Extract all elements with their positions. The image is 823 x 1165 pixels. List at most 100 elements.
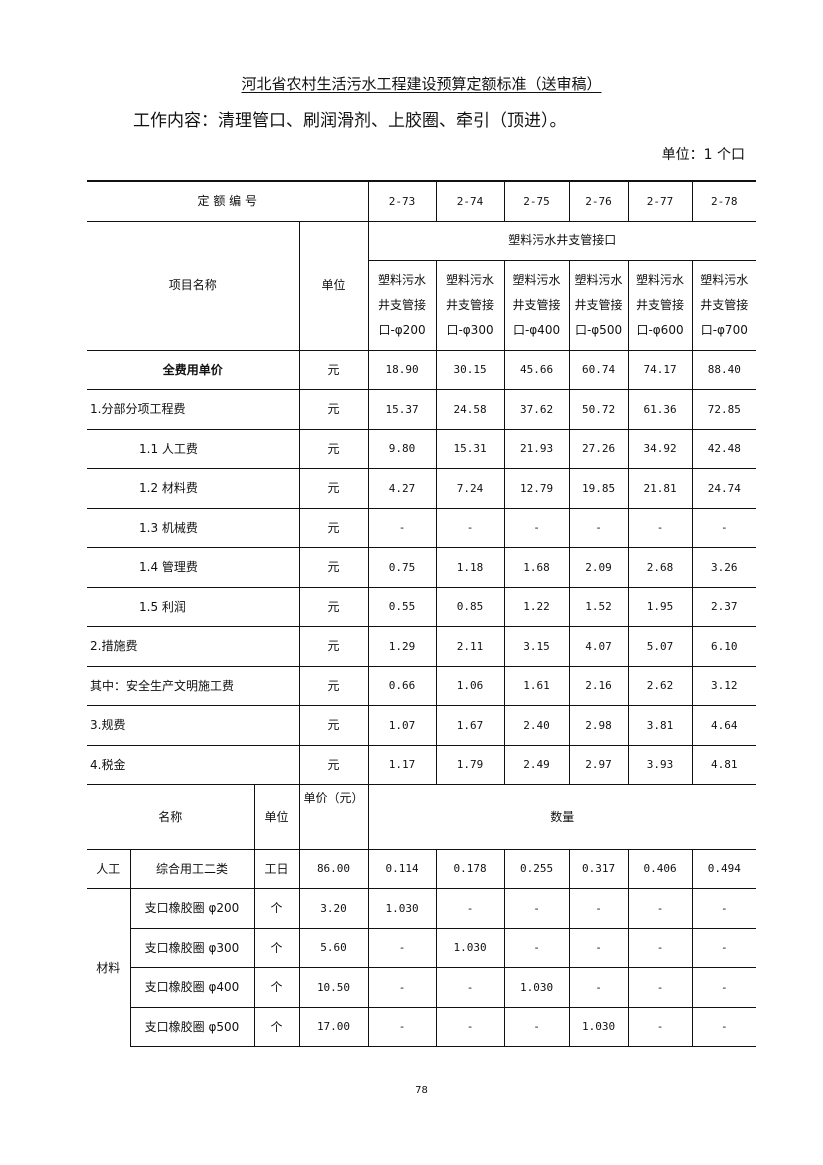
material-name: 支口橡胶圈 φ300 (129, 927, 255, 968)
labor-quantity: 0.255 (503, 849, 570, 889)
cost-item-name: 1.4 管理费 (87, 547, 300, 588)
cost-value: 50.72 (568, 389, 629, 430)
cost-value: 88.40 (691, 349, 757, 390)
cost-value: 3.15 (503, 626, 570, 667)
cost-value: 12.79 (503, 468, 570, 509)
cost-value: 2.49 (503, 744, 570, 785)
sub-item-line: 井支管接 (446, 297, 495, 312)
material-unit: 个 (253, 967, 300, 1008)
quota-code: 2-77 (627, 180, 693, 222)
cost-value: 19.85 (568, 468, 629, 509)
sub-item-header: 塑料污水 井支管接 口-φ200 (367, 259, 437, 351)
table-row: 人工 综合用工二类 工日 86.00 0.114 0.178 0.255 0.317 0.406… (87, 849, 757, 889)
cost-item-name: 全费用单价 (87, 349, 300, 390)
sub-item-line: 塑料污水 (574, 272, 623, 287)
material-quantity: - (627, 967, 693, 1008)
sub-item-header: 塑料污水 井支管接 口-φ300 (435, 259, 505, 351)
cost-item-name: 1.2 材料费 (87, 468, 300, 509)
labor-category: 人工 (87, 849, 131, 889)
sub-item-line: 井支管接 (378, 297, 427, 312)
labor-name: 综合用工二类 (129, 849, 255, 889)
table-row: 3.规费元 1.07 1.67 2.40 2.98 3.81 4.64 (87, 705, 757, 746)
quota-code: 2-75 (503, 180, 570, 222)
cost-item-name: 1.5 利润 (87, 586, 300, 627)
quota-code: 2-76 (568, 180, 629, 222)
cost-unit: 元 (298, 586, 369, 627)
table-row: 塑料污水 井支管接 口-φ200 塑料污水 井支管接 口-φ300 塑料污水 井支管接 口-φ4… (87, 259, 757, 351)
cost-value: 27.26 (568, 428, 629, 469)
cost-value: 72.85 (691, 389, 757, 430)
material-quantity: - (627, 888, 693, 929)
table-row: 1.3 机械费元 - - - - - - (87, 507, 757, 548)
cost-value: - (435, 507, 505, 548)
cost-value: 0.66 (367, 665, 437, 706)
cost-value: 9.80 (367, 428, 437, 469)
table-row: 1.4 管理费元 0.75 1.18 1.68 2.09 2.68 3.26 (87, 547, 757, 588)
material-quantity: - (367, 967, 437, 1008)
group-header: 塑料污水井支管接口 (367, 220, 757, 261)
quantity-header: 数量 (367, 784, 757, 850)
material-quantity: 1.030 (568, 1006, 629, 1047)
cost-item-name: 1.分部分项工程费 (87, 389, 300, 430)
sub-item-header: 塑料污水 井支管接 口-φ400 (503, 259, 570, 351)
sub-item-line: 塑料污水 (700, 272, 749, 287)
material-quantity: - (568, 927, 629, 968)
material-quantity: - (568, 888, 629, 929)
material-name: 支口橡胶圈 φ500 (129, 1006, 255, 1047)
cost-value: 7.24 (435, 468, 505, 509)
cost-value: 3.26 (691, 547, 757, 588)
cost-value: 15.37 (367, 389, 437, 430)
cost-value: 0.55 (367, 586, 437, 627)
cost-value: - (691, 507, 757, 548)
cost-value: 2.37 (691, 586, 757, 627)
labor-quantity: 0.178 (435, 849, 505, 889)
cost-value: - (568, 507, 629, 548)
cost-item-name: 1.3 机械费 (87, 507, 300, 548)
material-quantity: - (435, 888, 505, 929)
sub-item-line: 口-φ500 (574, 322, 623, 337)
cost-value: 5.07 (627, 626, 693, 667)
code-label: 定 额 编 号 (87, 180, 369, 222)
material-unit: 个 (253, 888, 300, 929)
material-quantity: - (691, 927, 757, 968)
material-quantity: - (503, 1006, 570, 1047)
cost-value: 42.48 (691, 428, 757, 469)
cost-value: - (503, 507, 570, 548)
material-quantity: 1.030 (435, 927, 505, 968)
material-unit: 个 (253, 1006, 300, 1047)
material-quantity: 1.030 (367, 888, 437, 929)
cost-value: 2.11 (435, 626, 505, 667)
labor-quantity: 0.317 (568, 849, 629, 889)
table-row: 定 额 编 号 2-73 2-74 2-75 2-76 2-77 2-78 (87, 180, 757, 222)
table-row: 支口橡胶圈 φ500 个 17.00- - -1.030- - (87, 1006, 757, 1047)
sub-item-header: 塑料污水 井支管接 口-φ700 (691, 259, 757, 351)
cost-unit: 元 (298, 507, 369, 548)
cost-item-name: 2.措施费 (87, 626, 300, 667)
cost-item-name: 3.规费 (87, 705, 300, 746)
sub-item-line: 塑料污水 (378, 272, 427, 287)
cost-unit: 元 (298, 744, 369, 785)
sub-item-line: 井支管接 (512, 297, 561, 312)
cost-value: 1.52 (568, 586, 629, 627)
document-title: 河北省农村生活污水工程建设预算定额标准（送审稿） (241, 75, 602, 93)
labor-unit: 工日 (253, 849, 300, 889)
sub-item-line: 口-φ400 (512, 322, 561, 337)
cost-value: 18.90 (367, 349, 437, 390)
cost-unit: 元 (298, 389, 369, 430)
material-price: 17.00 (298, 1006, 369, 1047)
table-row: 1.分部分项工程费元 15.37 24.58 37.62 50.72 61.36 72.85 (87, 389, 757, 430)
cost-value: 24.74 (691, 468, 757, 509)
cost-value: 1.29 (367, 626, 437, 667)
cost-value: 1.18 (435, 547, 505, 588)
cost-unit: 元 (298, 665, 369, 706)
material-quantity: - (435, 1006, 505, 1047)
sub-item-header: 塑料污水 井支管接 口-φ500 (568, 259, 629, 351)
cost-value: 21.81 (627, 468, 693, 509)
cost-value: 2.16 (568, 665, 629, 706)
material-quantity: - (691, 1006, 757, 1047)
material-quantity: - (627, 1006, 693, 1047)
cost-value: - (367, 507, 437, 548)
material-quantity: 1.030 (503, 967, 570, 1008)
work-content: 工作内容：清理管口、刷润滑剂、上胶圈、牵引（顶进）。 (133, 111, 567, 131)
